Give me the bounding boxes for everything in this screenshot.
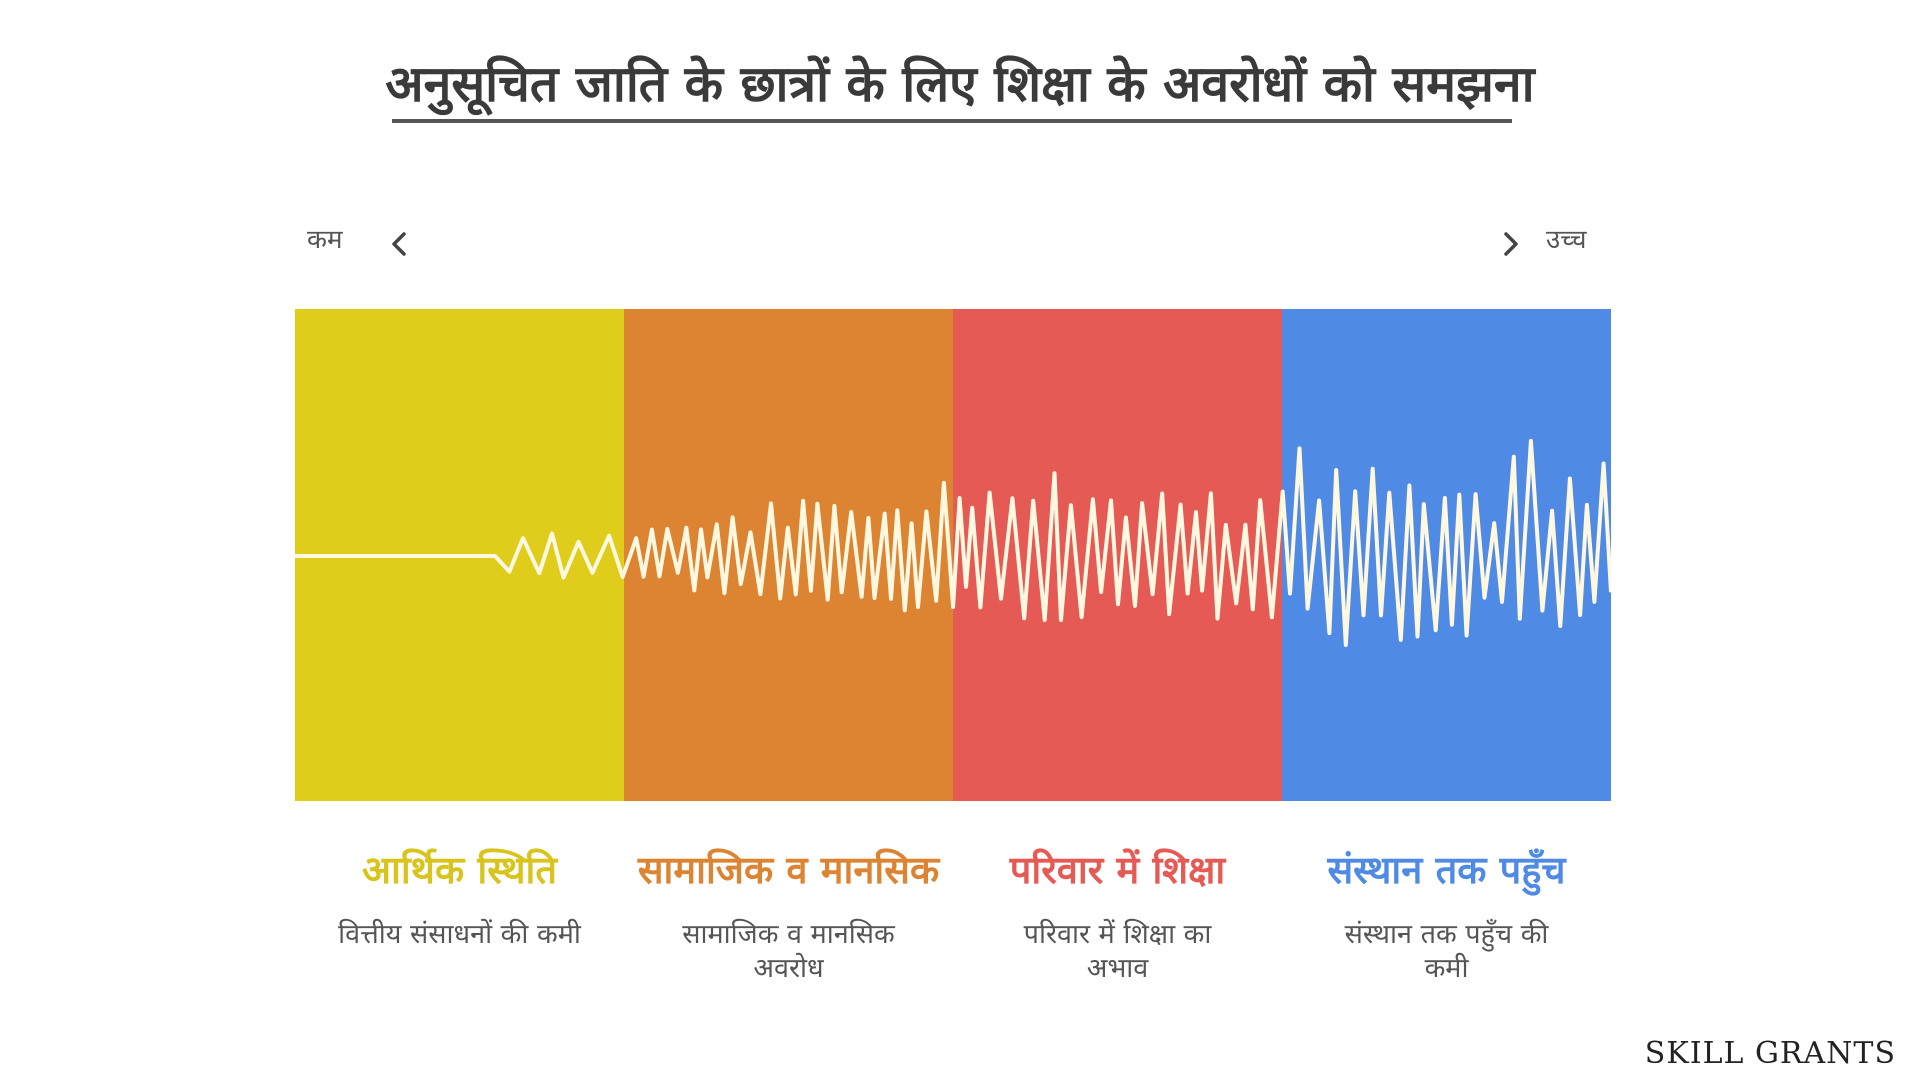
- category-title: संस्थान तक पहुँच: [1327, 848, 1566, 892]
- category-title: परिवार में शिक्षा: [1009, 848, 1226, 892]
- chevron-left-icon: [392, 232, 406, 256]
- category-title: आर्थिक स्थिति: [361, 848, 558, 892]
- category-economic: आर्थिक स्थिति वित्तीय संसाधनों की कमी: [295, 846, 624, 952]
- title-underline: [392, 119, 1512, 123]
- intensity-waveform: [295, 438, 1611, 647]
- brand-logo-text: SKILL GRANTS: [1644, 1036, 1896, 1071]
- category-description: सामाजिक व मानसिक अवरोध: [682, 919, 895, 984]
- category-social-mental: सामाजिक व मानसिक सामाजिक व मानसिक अवरोध: [624, 846, 953, 986]
- waveform-line: [295, 438, 1611, 647]
- category-institution-access: संस्थान तक पहुँच संस्थान तक पहुँच की कमी: [1282, 846, 1611, 986]
- category-description: परिवार में शिक्षा का अभाव: [1023, 919, 1212, 984]
- page-title: अनुसूचित जाति के छात्रों के लिए शिक्षा क…: [385, 55, 1535, 113]
- category-title: सामाजिक व मानसिक: [637, 848, 940, 892]
- category-description: वित्तीय संसाधनों की कमी: [338, 919, 581, 950]
- chevron-right-icon: [1504, 232, 1518, 256]
- category-family-education: परिवार में शिक्षा परिवार में शिक्षा का अ…: [953, 846, 1282, 986]
- scale-low-label: कम: [307, 225, 343, 255]
- category-description: संस्थान तक पहुँच की कमी: [1344, 919, 1549, 984]
- scale-high-label: उच्च: [1546, 225, 1587, 255]
